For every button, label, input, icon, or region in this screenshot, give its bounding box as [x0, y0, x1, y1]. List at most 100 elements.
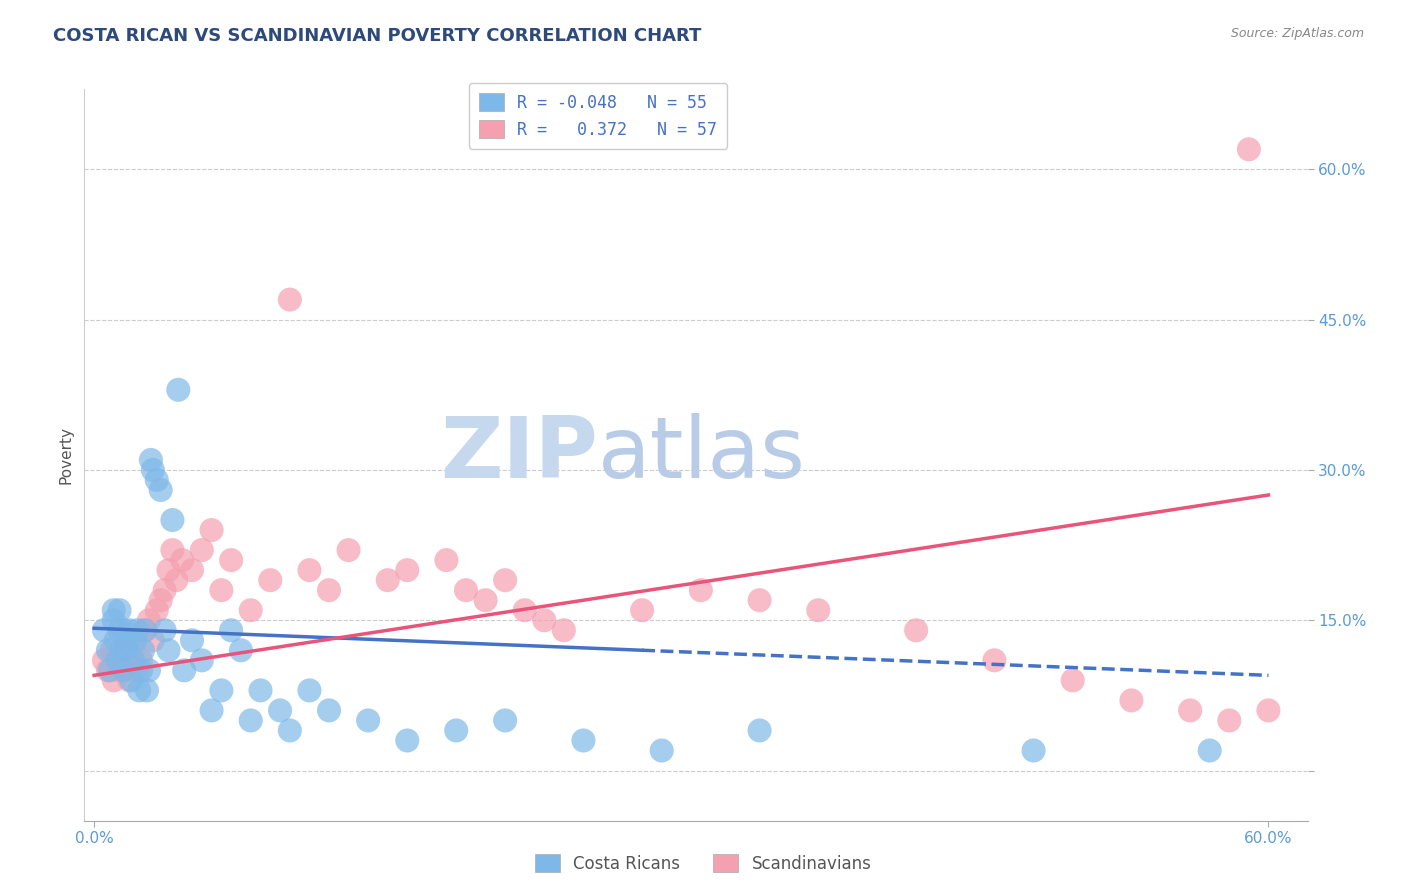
Point — [181, 563, 204, 577]
Point — [108, 603, 131, 617]
Text: ZIP: ZIP — [440, 413, 598, 497]
Point — [118, 624, 141, 638]
Point — [689, 583, 711, 598]
Point — [983, 653, 1005, 667]
Point — [153, 624, 176, 638]
Point — [200, 703, 222, 717]
Point — [278, 293, 301, 307]
Point — [107, 653, 129, 667]
Point — [269, 703, 291, 717]
Point — [1257, 703, 1279, 717]
Point — [454, 583, 477, 598]
Point — [298, 683, 321, 698]
Point — [118, 673, 141, 688]
Point — [229, 643, 252, 657]
Point — [149, 483, 172, 497]
Point — [139, 453, 162, 467]
Point — [748, 593, 770, 607]
Point — [122, 643, 145, 657]
Point — [114, 653, 136, 667]
Point — [209, 683, 232, 698]
Point — [278, 723, 301, 738]
Point — [110, 643, 132, 657]
Point — [138, 664, 160, 678]
Point — [191, 653, 214, 667]
Point — [172, 553, 194, 567]
Point — [127, 664, 149, 678]
Point — [108, 664, 131, 678]
Point — [191, 543, 214, 558]
Point — [134, 624, 156, 638]
Point — [129, 664, 152, 678]
Point — [165, 573, 187, 587]
Point — [153, 583, 176, 598]
Point — [181, 633, 204, 648]
Point — [117, 643, 139, 657]
Point — [128, 683, 150, 698]
Legend: Costa Ricans, Scandinavians: Costa Ricans, Scandinavians — [527, 847, 879, 880]
Point — [533, 613, 555, 627]
Point — [146, 473, 169, 487]
Point — [117, 633, 139, 648]
Point — [162, 543, 184, 558]
Y-axis label: Poverty: Poverty — [58, 425, 73, 484]
Point — [239, 603, 262, 617]
Point — [110, 643, 132, 657]
Point — [146, 603, 169, 617]
Point — [97, 664, 120, 678]
Point — [318, 583, 340, 598]
Point — [905, 624, 928, 638]
Point — [807, 603, 830, 617]
Point — [631, 603, 654, 617]
Point — [107, 653, 129, 667]
Point — [1237, 142, 1260, 156]
Point — [396, 563, 419, 577]
Point — [1062, 673, 1084, 688]
Point — [100, 643, 122, 657]
Point — [149, 593, 172, 607]
Point — [112, 624, 135, 638]
Point — [136, 683, 159, 698]
Point — [436, 553, 458, 567]
Point — [127, 624, 149, 638]
Point — [474, 593, 496, 607]
Point — [513, 603, 536, 617]
Point — [114, 643, 136, 657]
Point — [357, 714, 380, 728]
Point — [1022, 743, 1045, 757]
Point — [93, 624, 115, 638]
Point — [157, 643, 180, 657]
Point — [239, 714, 262, 728]
Point — [93, 653, 115, 667]
Point — [259, 573, 281, 587]
Point — [377, 573, 399, 587]
Point — [494, 573, 516, 587]
Point — [209, 583, 232, 598]
Point — [572, 733, 595, 747]
Point — [249, 683, 271, 698]
Text: Source: ZipAtlas.com: Source: ZipAtlas.com — [1230, 27, 1364, 40]
Point — [112, 664, 135, 678]
Point — [138, 613, 160, 627]
Point — [132, 643, 155, 657]
Point — [162, 513, 184, 527]
Point — [120, 653, 142, 667]
Point — [142, 463, 165, 477]
Point — [167, 383, 190, 397]
Point — [396, 733, 419, 747]
Point — [318, 703, 340, 717]
Point — [157, 563, 180, 577]
Point — [1218, 714, 1240, 728]
Point — [103, 603, 125, 617]
Point — [173, 664, 195, 678]
Point — [219, 553, 242, 567]
Point — [104, 633, 127, 648]
Point — [134, 624, 156, 638]
Point — [108, 624, 131, 638]
Point — [1198, 743, 1220, 757]
Point — [494, 714, 516, 728]
Point — [1178, 703, 1201, 717]
Point — [122, 653, 145, 667]
Point — [1121, 693, 1143, 707]
Text: atlas: atlas — [598, 413, 806, 497]
